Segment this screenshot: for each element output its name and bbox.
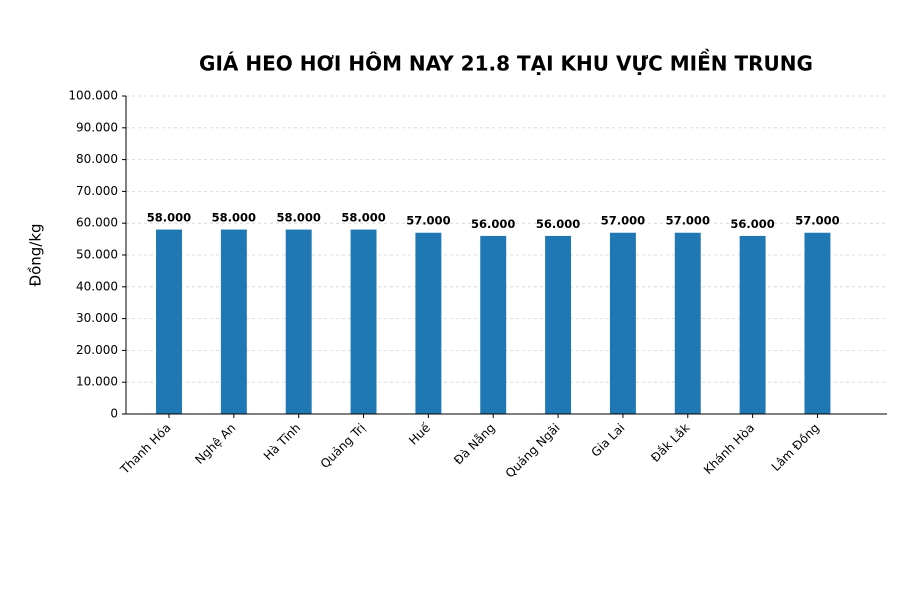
bar <box>739 235 766 414</box>
x-tick-label: Nghệ An <box>192 421 238 467</box>
y-tick-label: 30.000 <box>76 311 118 325</box>
y-tick-label: 60.000 <box>76 216 118 230</box>
y-tick-label: 20.000 <box>76 343 118 357</box>
value-label: 58.000 <box>341 211 385 225</box>
bar <box>220 229 247 414</box>
bar <box>609 232 636 414</box>
value-label: 56.000 <box>471 217 515 231</box>
bar <box>545 235 572 414</box>
x-tick-label: Đà Nẵng <box>451 421 498 468</box>
y-tick-label: 10.000 <box>76 375 118 389</box>
bar <box>480 235 507 414</box>
bar <box>804 232 831 414</box>
bar <box>285 229 312 414</box>
x-tick-label: Gia Lai <box>588 421 627 460</box>
bar <box>674 232 701 414</box>
value-label: 57.000 <box>406 214 450 228</box>
value-label: 56.000 <box>536 217 580 231</box>
value-label: 58.000 <box>276 211 320 225</box>
value-label: 57.000 <box>666 214 710 228</box>
x-tick-label: Khánh Hòa <box>701 421 757 477</box>
y-tick-label: 90.000 <box>76 120 118 134</box>
bar <box>350 229 377 414</box>
y-tick-label: 100.000 <box>68 89 118 103</box>
y-axis-label: Đồng/kg <box>27 223 45 286</box>
chart-title: GIÁ HEO HƠI HÔM NAY 21.8 TẠI KHU VỰC MIỀ… <box>199 50 813 76</box>
x-tick-label: Quảng Trị <box>318 421 368 471</box>
value-label: 57.000 <box>601 214 645 228</box>
y-tick-label: 70.000 <box>76 184 118 198</box>
x-tick-label: Đắk Lắk <box>648 421 692 465</box>
x-tick-label: Thanh Hóa <box>117 421 174 478</box>
x-tick-label: Quảng Ngãi <box>503 421 563 481</box>
bar <box>415 232 442 414</box>
x-tick-label: Hà Tĩnh <box>261 421 303 463</box>
y-tick-label: 0 <box>110 407 118 421</box>
value-label: 57.000 <box>795 214 839 228</box>
value-label: 56.000 <box>730 217 774 231</box>
value-label: 58.000 <box>147 211 191 225</box>
x-tick-label: Huế <box>406 420 433 447</box>
x-tick-label: Lâm Đồng <box>769 421 822 474</box>
bar <box>156 229 182 414</box>
value-label: 58.000 <box>212 211 256 225</box>
y-tick-label: 50.000 <box>76 248 118 262</box>
y-tick-label: 40.000 <box>76 279 118 293</box>
y-tick-label: 80.000 <box>76 152 118 166</box>
